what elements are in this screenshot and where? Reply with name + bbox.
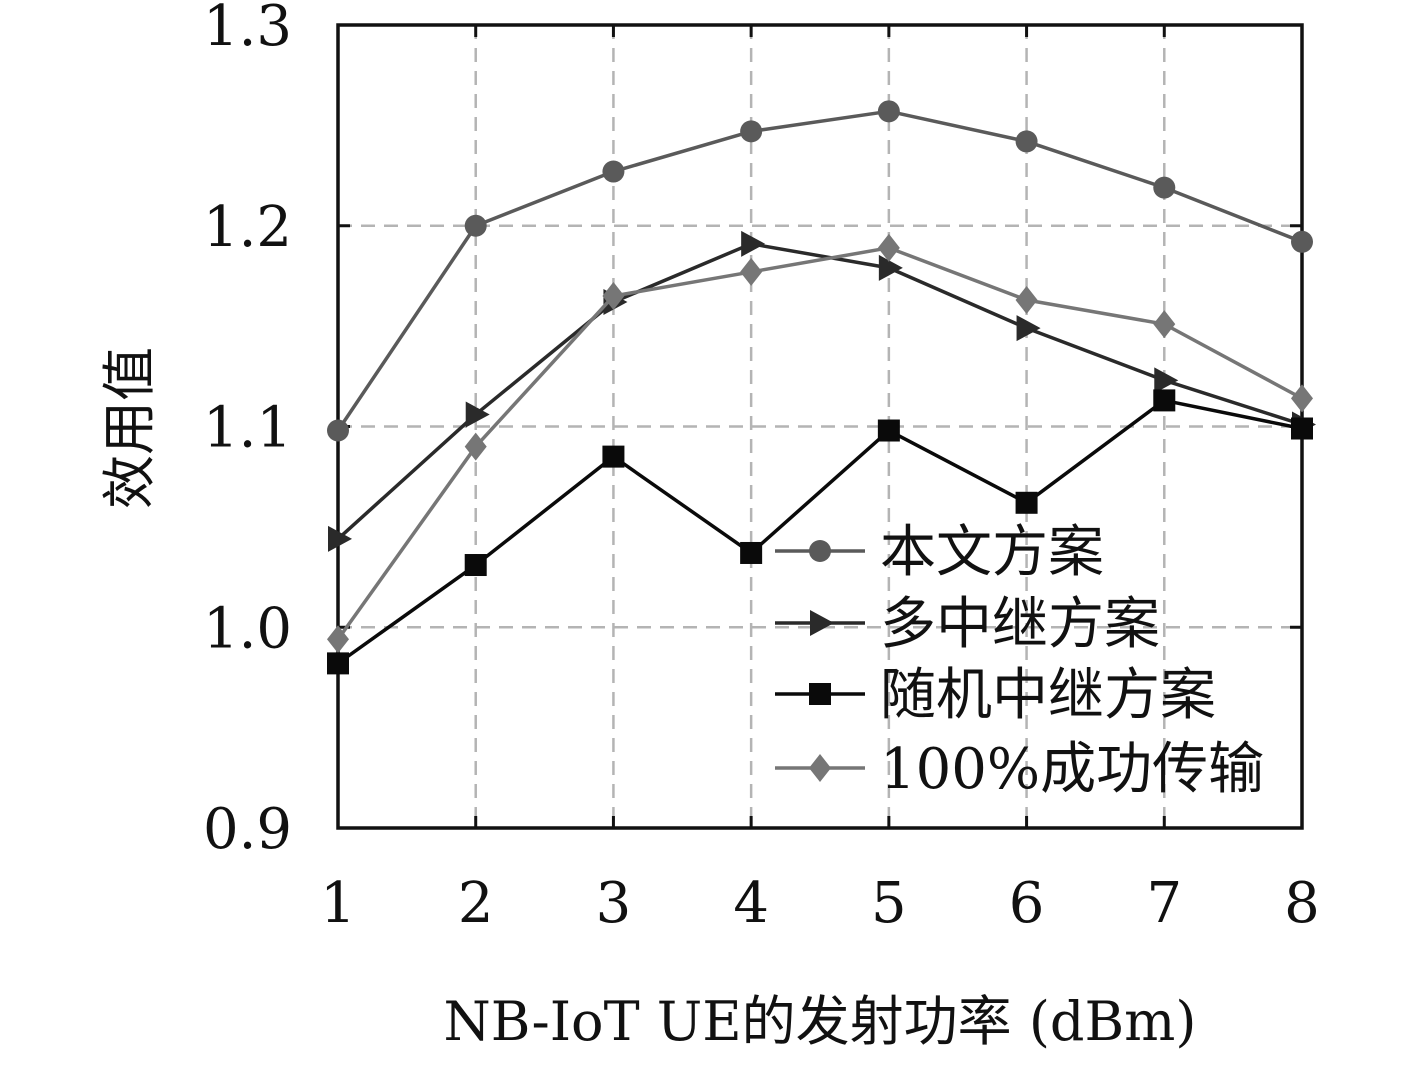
data-point [328, 525, 352, 552]
legend-marker [810, 610, 834, 636]
legend-label: 随机中继方案 [880, 663, 1216, 728]
series-2 [328, 230, 1316, 552]
axis-ticks [336, 23, 1304, 830]
data-point [1153, 176, 1176, 199]
data-point [1291, 384, 1313, 413]
data-point [740, 120, 763, 143]
data-point [464, 432, 487, 461]
data-point [602, 445, 625, 468]
y-tick-label: 1.1 [203, 396, 292, 461]
series-line [336, 109, 1303, 432]
data-point [464, 554, 487, 577]
data-point [327, 652, 349, 675]
legend-label: 100%成功传输 [880, 737, 1264, 802]
data-point [877, 100, 900, 123]
data-point [1153, 310, 1176, 339]
data-point [465, 401, 490, 428]
data-point [1153, 389, 1176, 412]
x-tick-label: 3 [596, 871, 632, 936]
data-point [1015, 130, 1038, 153]
y-tick-label: 1.3 [203, 0, 292, 59]
y-axis-title: 效用值 [98, 347, 161, 509]
x-tick-label: 8 [1284, 871, 1320, 936]
data-point [741, 230, 766, 257]
legend-marker [809, 754, 831, 782]
series-layer [327, 100, 1316, 675]
legend-marker [809, 540, 831, 562]
data-point [1015, 491, 1038, 514]
data-point [877, 233, 900, 262]
y-tick-label: 0.9 [203, 797, 292, 862]
series-line [336, 398, 1303, 665]
data-point [1016, 315, 1041, 342]
x-tick-label: 1 [320, 871, 356, 936]
series-line [336, 242, 1303, 541]
legend-item: 随机中继方案 [775, 663, 1216, 728]
data-point [877, 419, 900, 442]
y-tick-label: 1.2 [203, 195, 292, 260]
x-tick-label: 7 [1146, 871, 1182, 936]
x-tick-label: 5 [871, 871, 907, 936]
data-point [878, 254, 903, 281]
series-3 [327, 389, 1313, 675]
data-point [1015, 286, 1038, 315]
legend-marker [809, 683, 831, 705]
legend-item: 本文方案 [775, 520, 1104, 585]
legend-item: 100%成功传输 [775, 737, 1264, 802]
series-1 [327, 100, 1313, 442]
data-point [327, 419, 349, 442]
series-4 [327, 233, 1313, 654]
legend-item: 多中继方案 [775, 592, 1160, 657]
data-point [464, 214, 487, 237]
x-tick-label: 6 [1009, 871, 1045, 936]
series-line [336, 246, 1303, 641]
data-point [1154, 367, 1179, 394]
x-axis-title: NB-IoT UE的发射功率 (dBm) [444, 990, 1197, 1053]
y-tick-label: 1.0 [203, 596, 292, 661]
data-point [740, 257, 763, 286]
data-point [1291, 417, 1313, 440]
x-tick-label: 4 [733, 871, 769, 936]
tick-labels: 1 2 3 4 5 6 7 8 0.9 1.0 1.1 1.2 1.3 [203, 0, 1320, 936]
data-point [740, 541, 763, 564]
x-tick-label: 2 [458, 871, 494, 936]
data-point [602, 160, 625, 183]
data-point [602, 282, 625, 311]
legend-label: 本文方案 [880, 520, 1104, 585]
data-point [327, 625, 349, 654]
legend-label: 多中继方案 [880, 592, 1160, 657]
data-point [1291, 230, 1313, 253]
